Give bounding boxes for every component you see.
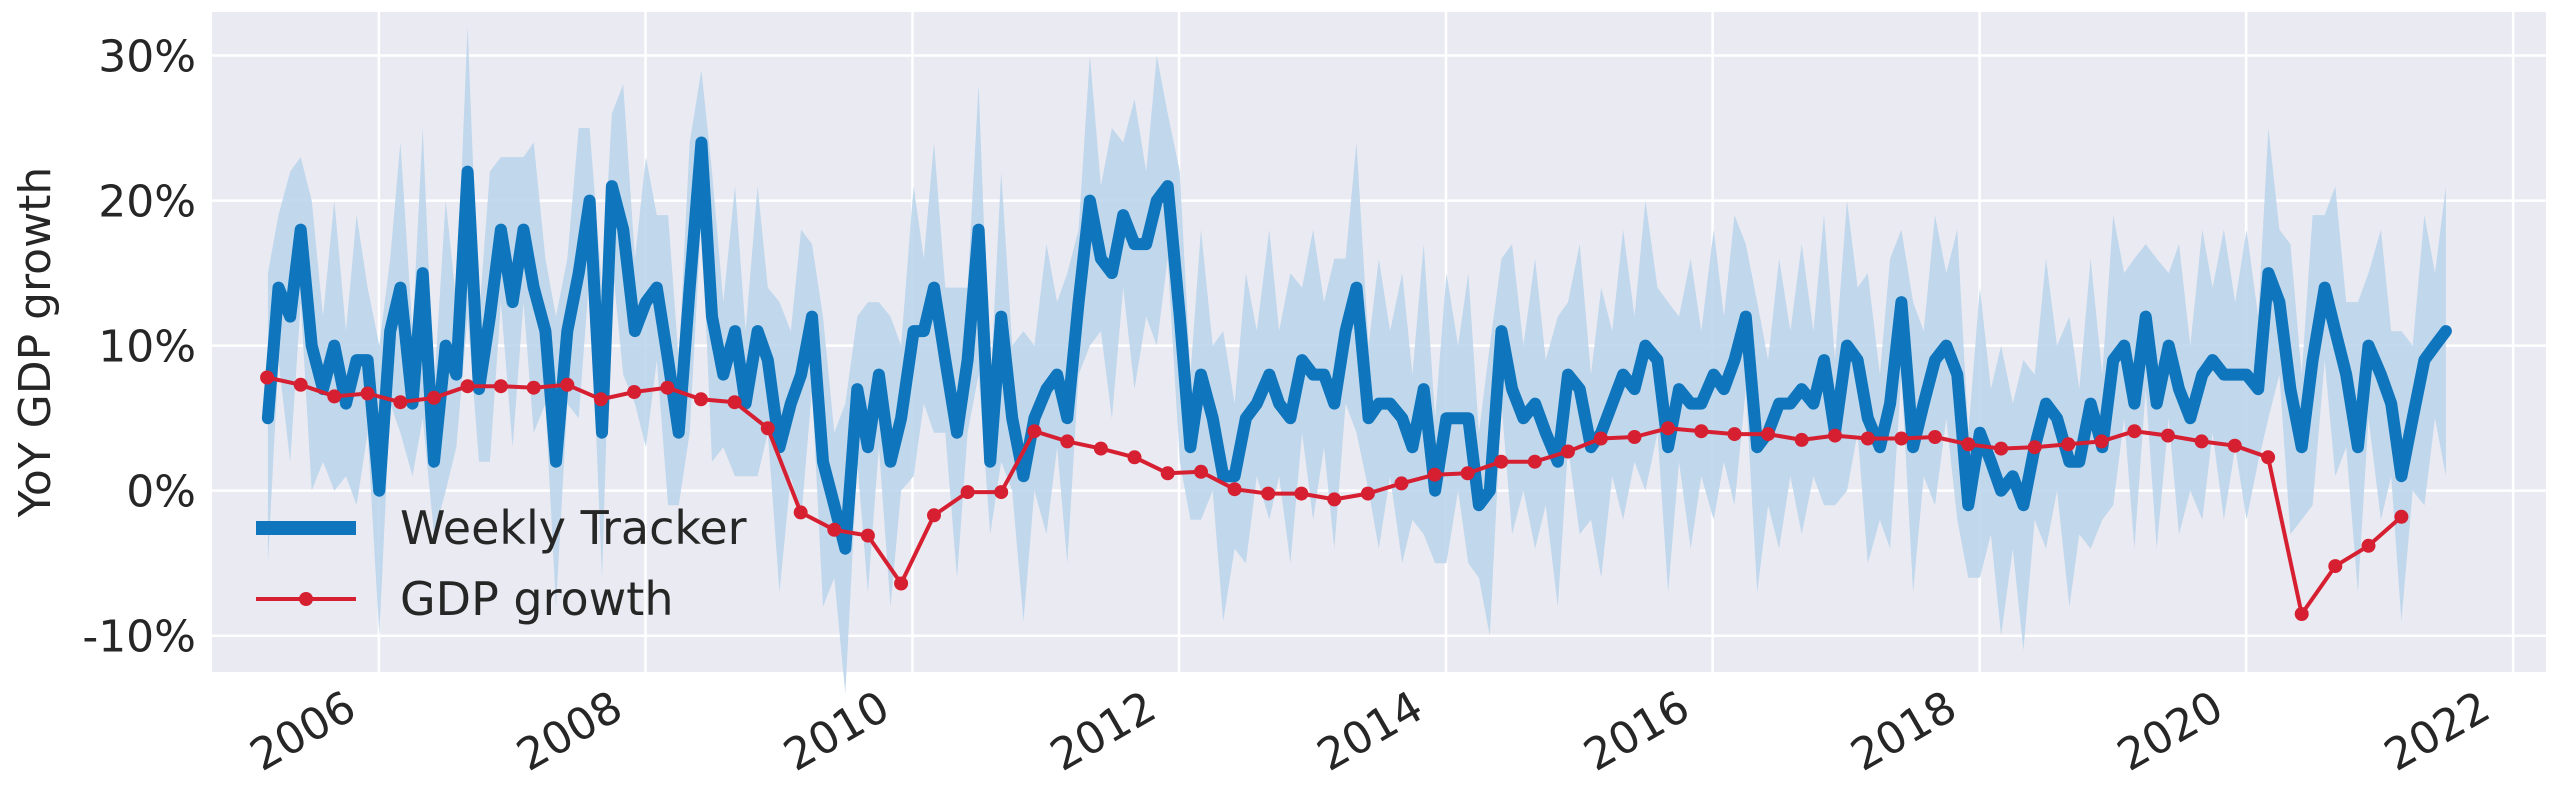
gdp-growth-point bbox=[1160, 466, 1175, 481]
gdp-growth-point bbox=[1394, 476, 1409, 491]
gdp-growth-point bbox=[994, 485, 1009, 500]
gdp-growth-point bbox=[660, 380, 675, 395]
gdp-growth-point bbox=[1460, 466, 1475, 481]
legend-marker-gdp-growth bbox=[299, 592, 313, 606]
gdp-growth-point bbox=[1661, 421, 1676, 436]
gdp-growth-point bbox=[1627, 430, 1642, 444]
gdp-growth-point bbox=[560, 377, 575, 392]
gdp-growth-point bbox=[1561, 444, 1575, 459]
gdp-growth-point bbox=[1060, 434, 1075, 449]
gdp-growth-point bbox=[293, 377, 308, 392]
gdp-growth-point bbox=[2294, 607, 2309, 621]
y-tick-label: 30% bbox=[98, 32, 196, 83]
gdp-growth-point bbox=[1527, 454, 1542, 469]
gdp-growth-point bbox=[1761, 427, 1776, 442]
gdp-growth-point bbox=[1194, 464, 1208, 479]
gdp-growth-point bbox=[1294, 486, 1309, 501]
gdp-growth-point bbox=[694, 392, 708, 407]
gdp-growth-point bbox=[1427, 467, 1442, 482]
gdp-growth-point bbox=[1928, 430, 1942, 444]
gdp-growth-point bbox=[393, 395, 408, 410]
gdp-growth-point bbox=[1593, 431, 1608, 446]
gdp-growth-point bbox=[1360, 486, 1375, 501]
gdp-growth-point bbox=[2261, 450, 2276, 465]
gdp-growth-point bbox=[1794, 432, 1809, 447]
legend: Weekly Tracker GDP growth bbox=[256, 501, 747, 626]
gdp-growth-point bbox=[1894, 431, 1909, 446]
x-tick-label: 2022 bbox=[2376, 681, 2498, 781]
gdp-growth-point bbox=[1227, 482, 1242, 497]
x-tick-label: 2018 bbox=[1843, 681, 1965, 781]
gdp-growth-point bbox=[2328, 559, 2343, 574]
gdp-growth-point bbox=[960, 485, 975, 500]
x-tick-label: 2012 bbox=[1042, 681, 1164, 781]
gdp-growth-point bbox=[1694, 424, 1709, 439]
gdp-growth-point bbox=[2361, 538, 2376, 553]
gdp-growth-point bbox=[593, 392, 608, 407]
y-tick-label: -10% bbox=[82, 612, 196, 663]
x-tick-label: 2006 bbox=[242, 681, 364, 781]
gdp-growth-point bbox=[1994, 441, 2009, 456]
gdp-growth-point bbox=[827, 522, 842, 537]
y-tick-label: 20% bbox=[98, 177, 196, 228]
gdp-growth-point bbox=[260, 370, 275, 385]
gdp-growth-point bbox=[1093, 441, 1108, 456]
x-tick-label: 2010 bbox=[775, 681, 897, 781]
x-tick-label: 2016 bbox=[1576, 681, 1698, 781]
y-tick-label: 0% bbox=[126, 467, 196, 518]
gdp-growth-point bbox=[1127, 450, 1142, 465]
y-axis-label: YoY GDP growth bbox=[10, 167, 61, 518]
gdp-growth-point bbox=[460, 379, 475, 394]
legend-label-gdp-growth: GDP growth bbox=[400, 572, 673, 626]
gdp-growth-point bbox=[2194, 434, 2209, 449]
gdp-growth-point bbox=[927, 508, 941, 523]
gdp-growth-point bbox=[2161, 428, 2175, 443]
gdp-growth-point bbox=[2227, 438, 2242, 453]
series-layer bbox=[260, 136, 2452, 621]
gdp-growth-point bbox=[1027, 424, 1042, 439]
gdp-growth-point bbox=[327, 389, 342, 404]
gdp-growth-point bbox=[2127, 424, 2142, 439]
gdp-growth-point bbox=[1828, 428, 1842, 443]
gdp-growth-point bbox=[1860, 431, 1875, 446]
gdp-growth-point bbox=[894, 576, 909, 591]
gdp-growth-point bbox=[760, 421, 775, 436]
gdp-growth-point bbox=[360, 386, 375, 401]
legend-label-weekly-tracker: Weekly Tracker bbox=[400, 501, 747, 555]
weekly-tracker-band bbox=[267, 26, 2446, 694]
gdp-growth-point bbox=[526, 380, 541, 395]
gdp-growth-point bbox=[427, 390, 441, 405]
x-tick-label: 2020 bbox=[2109, 681, 2231, 781]
confidence-band bbox=[267, 26, 2446, 694]
gdp-growth-point bbox=[1494, 454, 1509, 469]
gdp-growth-point bbox=[2394, 509, 2409, 524]
gdp-growth-point bbox=[1261, 486, 1276, 501]
gdp-growth-point bbox=[793, 505, 808, 520]
gdp-growth-point bbox=[2094, 434, 2109, 449]
gdp-growth-point bbox=[860, 528, 875, 543]
gdp-growth-point bbox=[493, 379, 508, 394]
gdp-growth-point bbox=[1961, 437, 1976, 452]
gdp-growth-point bbox=[627, 385, 642, 399]
gdp-growth-point bbox=[727, 395, 742, 410]
y-tick-label: 10% bbox=[98, 322, 196, 373]
gdp-growth-point bbox=[2027, 440, 2042, 455]
x-tick-label: 2008 bbox=[509, 681, 631, 781]
gdp-growth-point bbox=[1727, 427, 1742, 442]
gdp-growth-point bbox=[2061, 437, 2076, 452]
x-tick-label: 2014 bbox=[1309, 681, 1431, 781]
gdp-growth-point bbox=[1327, 492, 1342, 507]
